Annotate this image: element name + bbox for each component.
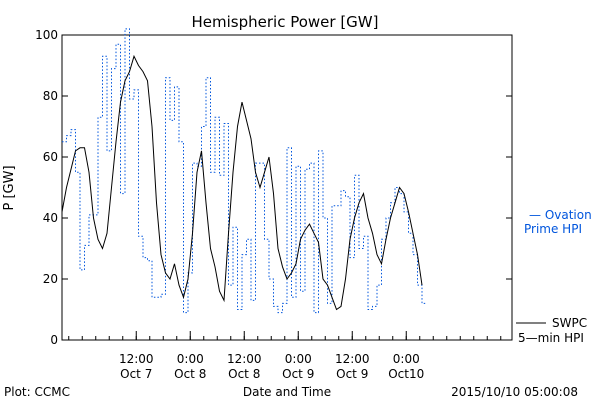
swpc-series	[61, 54, 423, 311]
x-tick-label-time: 0:00	[177, 352, 204, 366]
y-tick-label: 0	[50, 333, 58, 347]
legend-ovation-line2: Prime HPI	[524, 222, 582, 236]
y-tick-label: 20	[43, 272, 58, 286]
legend-swpc-line2: 5—min HPI	[518, 331, 584, 345]
ovation-line	[62, 28, 427, 314]
legend: — Ovation Prime HPI SWPC 5—min HPI	[516, 208, 592, 345]
x-tick-label-time: 12:00	[119, 352, 154, 366]
y-tick-label: 60	[43, 150, 58, 164]
y-axis-ticks: 0 20 40 60 80 100	[35, 28, 512, 347]
x-tick-label-time: 12:00	[335, 352, 370, 366]
x-tick-label-time: 12:00	[227, 352, 262, 366]
x-tick-label-time: 0:00	[393, 352, 420, 366]
swpc-line	[61, 54, 423, 311]
timestamp: 2015/10/10 05:00:08	[451, 385, 578, 399]
x-tick-label-date: Oct 9	[282, 367, 314, 381]
y-tick-label: 40	[43, 211, 58, 225]
x-tick-label-time: 0:00	[285, 352, 312, 366]
legend-ovation-line1: — Ovation	[529, 208, 592, 222]
plot-frame	[61, 34, 513, 341]
x-tick-label-date: Oct 7	[120, 367, 152, 381]
y-tick-label: 100	[35, 28, 58, 42]
x-axis-label: Date and Time	[243, 385, 331, 399]
y-axis-label: P [GW]	[2, 165, 17, 210]
plot-credit: Plot: CCMC	[4, 385, 70, 399]
y-tick-label: 80	[43, 89, 58, 103]
x-tick-label-date: Oct 9	[336, 367, 368, 381]
ovation-series	[62, 28, 427, 314]
legend-swpc-line1: SWPC	[552, 316, 587, 330]
x-tick-label-date: Oct 8	[228, 367, 260, 381]
x-tick-label-date: Oct10	[388, 367, 424, 381]
chart-title: Hemispheric Power [GW]	[192, 13, 379, 31]
x-tick-label-date: Oct 8	[174, 367, 206, 381]
